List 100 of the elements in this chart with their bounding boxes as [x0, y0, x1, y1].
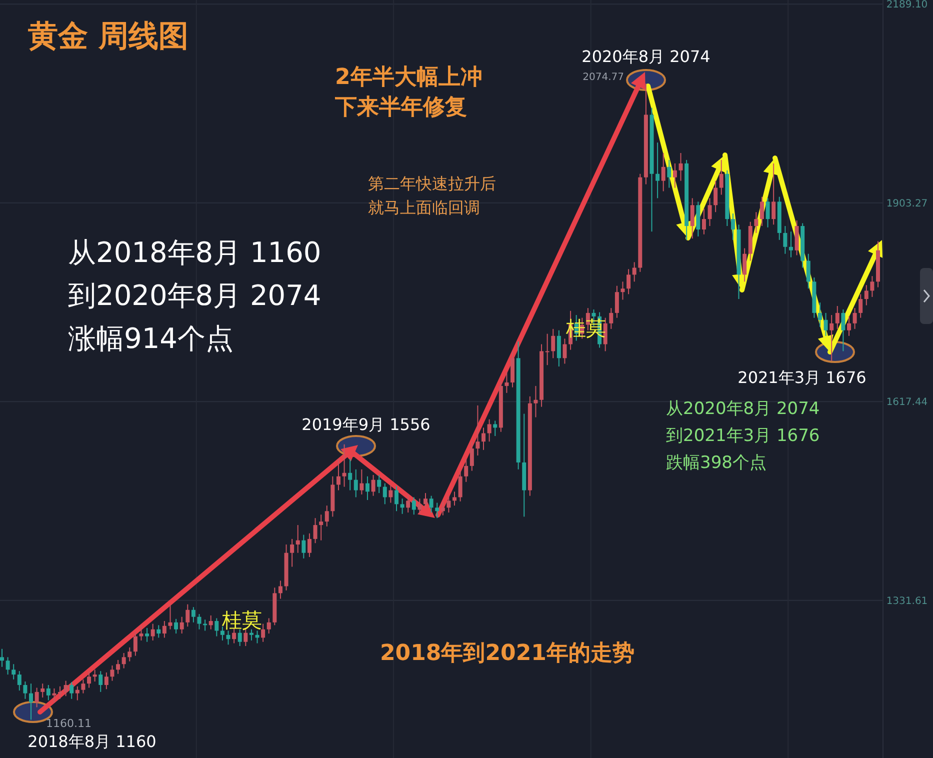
candlestick [110, 665, 114, 682]
candlestick [12, 664, 16, 680]
candlestick [766, 198, 770, 228]
candlestick [324, 505, 329, 527]
annotation: 涨幅914个点 [68, 322, 234, 355]
candlestick [139, 624, 144, 641]
candlestick [266, 618, 271, 634]
candlestick [864, 284, 868, 306]
candlestick [562, 338, 567, 364]
annotation: 到2021年3月 1676 [666, 426, 820, 446]
candlestick [156, 624, 161, 638]
annotation: 第二年快速拉升后 [368, 174, 496, 193]
candlestick [302, 534, 306, 559]
y-tick-label: 1617.44 [886, 397, 928, 408]
candlestick [446, 495, 451, 514]
candlestick [841, 308, 846, 352]
candlestick [150, 623, 155, 641]
candlestick [783, 226, 788, 254]
candlestick [382, 482, 387, 505]
candlestick [87, 670, 92, 688]
candlestick [208, 614, 213, 630]
candlestick [40, 683, 45, 698]
candlestick [476, 404, 480, 456]
candlestick [238, 628, 242, 647]
candlestick [742, 248, 747, 282]
candlestick [296, 524, 300, 554]
annotation: 2074.77 [582, 72, 624, 83]
annotation: 2018年8月 1160 [28, 732, 156, 751]
candlestick [730, 212, 735, 240]
candlestick [98, 670, 103, 692]
candlestick [609, 308, 614, 330]
annotation: 从2020年8月 2074 [666, 399, 820, 419]
annotation: 2年半大幅上冲 [335, 65, 482, 90]
candlestick [661, 152, 666, 192]
candlestick [58, 686, 62, 700]
candlestick [52, 688, 56, 703]
candlestick [360, 468, 364, 495]
candlestick [365, 476, 370, 500]
candlestick [714, 180, 718, 213]
candlestick [249, 628, 254, 641]
candlestick [354, 468, 358, 498]
candlestick [846, 316, 851, 336]
candlestick [534, 385, 538, 418]
candlestick [458, 470, 462, 502]
candlestick [493, 420, 498, 437]
candlestick [470, 441, 474, 472]
candlestick [278, 580, 282, 600]
candlestick [75, 686, 80, 701]
annotation: 2021年3月 1676 [738, 368, 866, 387]
candlestick [482, 427, 486, 450]
candlestick [104, 672, 108, 690]
candlestick [708, 198, 712, 227]
candlestick [754, 212, 758, 234]
y-tick-label: 1903.27 [886, 198, 928, 210]
candlestick [313, 518, 318, 544]
annotation: 2020年8月 2074 [582, 47, 710, 66]
annotation: 到2020年8月 2074 [68, 279, 322, 312]
candlestick [29, 683, 34, 720]
annotation: 跌幅398个点 [666, 453, 766, 473]
annotation: 2019年9月 1556 [302, 415, 430, 434]
annotation: 下来半年修复 [334, 95, 467, 120]
candlestick [23, 681, 28, 700]
candlestick [678, 152, 683, 182]
candlestick [133, 632, 138, 656]
candlestick [261, 623, 266, 642]
candlestick [226, 630, 230, 646]
candlestick [406, 494, 410, 514]
candlestick [858, 294, 863, 318]
annotation: 从2018年8月 1160 [68, 236, 322, 269]
candlestick [487, 418, 492, 442]
candlestick [377, 474, 382, 494]
candlestick [371, 474, 376, 496]
candlestick [545, 333, 550, 366]
candlestick [464, 458, 468, 482]
candlestick [34, 687, 39, 708]
candlestick [64, 680, 68, 697]
candlestick [186, 604, 190, 628]
candlestick [81, 678, 86, 694]
candlestick [452, 491, 457, 506]
candlestick [116, 659, 120, 674]
candlestick [388, 484, 393, 504]
candlestick [6, 656, 10, 676]
candlestick [0, 648, 4, 668]
candlestick [122, 652, 126, 669]
candlestick [870, 276, 874, 298]
candlestick [17, 670, 22, 692]
candlestick [168, 604, 172, 630]
candlestick [835, 305, 840, 330]
candlestick [667, 159, 672, 188]
candlestick [162, 620, 166, 638]
candlestick [128, 646, 132, 662]
candlestick [551, 328, 556, 359]
candlestick [394, 486, 398, 512]
candlestick [342, 444, 346, 488]
candlestick [440, 500, 445, 516]
candlestick [145, 627, 150, 642]
candlestick [92, 669, 97, 682]
candlestick [818, 302, 822, 328]
annotation: 就马上面临回调 [368, 198, 480, 217]
candlestick [70, 682, 74, 700]
